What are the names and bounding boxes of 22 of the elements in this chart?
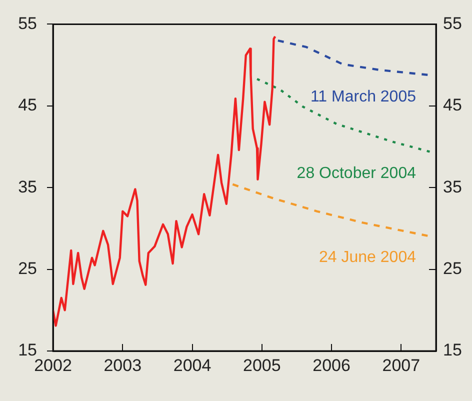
- x-tick-label: 2007: [382, 356, 420, 375]
- y-tick-label: 45: [18, 96, 37, 115]
- series-label: 24 June 2004: [319, 249, 416, 266]
- y-tick-label: 55: [18, 14, 37, 33]
- y-tick-label: 25: [18, 258, 37, 278]
- x-tick-label: 2002: [34, 356, 72, 375]
- y2-tick-label: 35: [443, 177, 462, 196]
- x-tick-label: 2006: [312, 356, 350, 375]
- x-tick-label: 2004: [173, 356, 212, 375]
- line-series: [256, 78, 431, 153]
- line-series: [232, 183, 429, 237]
- y2-tick-label: 45: [443, 96, 462, 115]
- x-tick-label: 2003: [104, 356, 142, 375]
- series-label: 28 October 2004: [296, 165, 416, 182]
- y2-tick-label: 15: [443, 340, 462, 360]
- y2-tick-label: 25: [443, 258, 462, 278]
- y-tick-label: 35: [18, 177, 37, 196]
- series-label: 11 March 2005: [310, 88, 416, 106]
- line-series: [276, 39, 429, 76]
- x-tick-label: 2005: [242, 356, 281, 375]
- y2-tick-label: 55: [443, 14, 462, 33]
- y-tick-label: 15: [18, 340, 37, 360]
